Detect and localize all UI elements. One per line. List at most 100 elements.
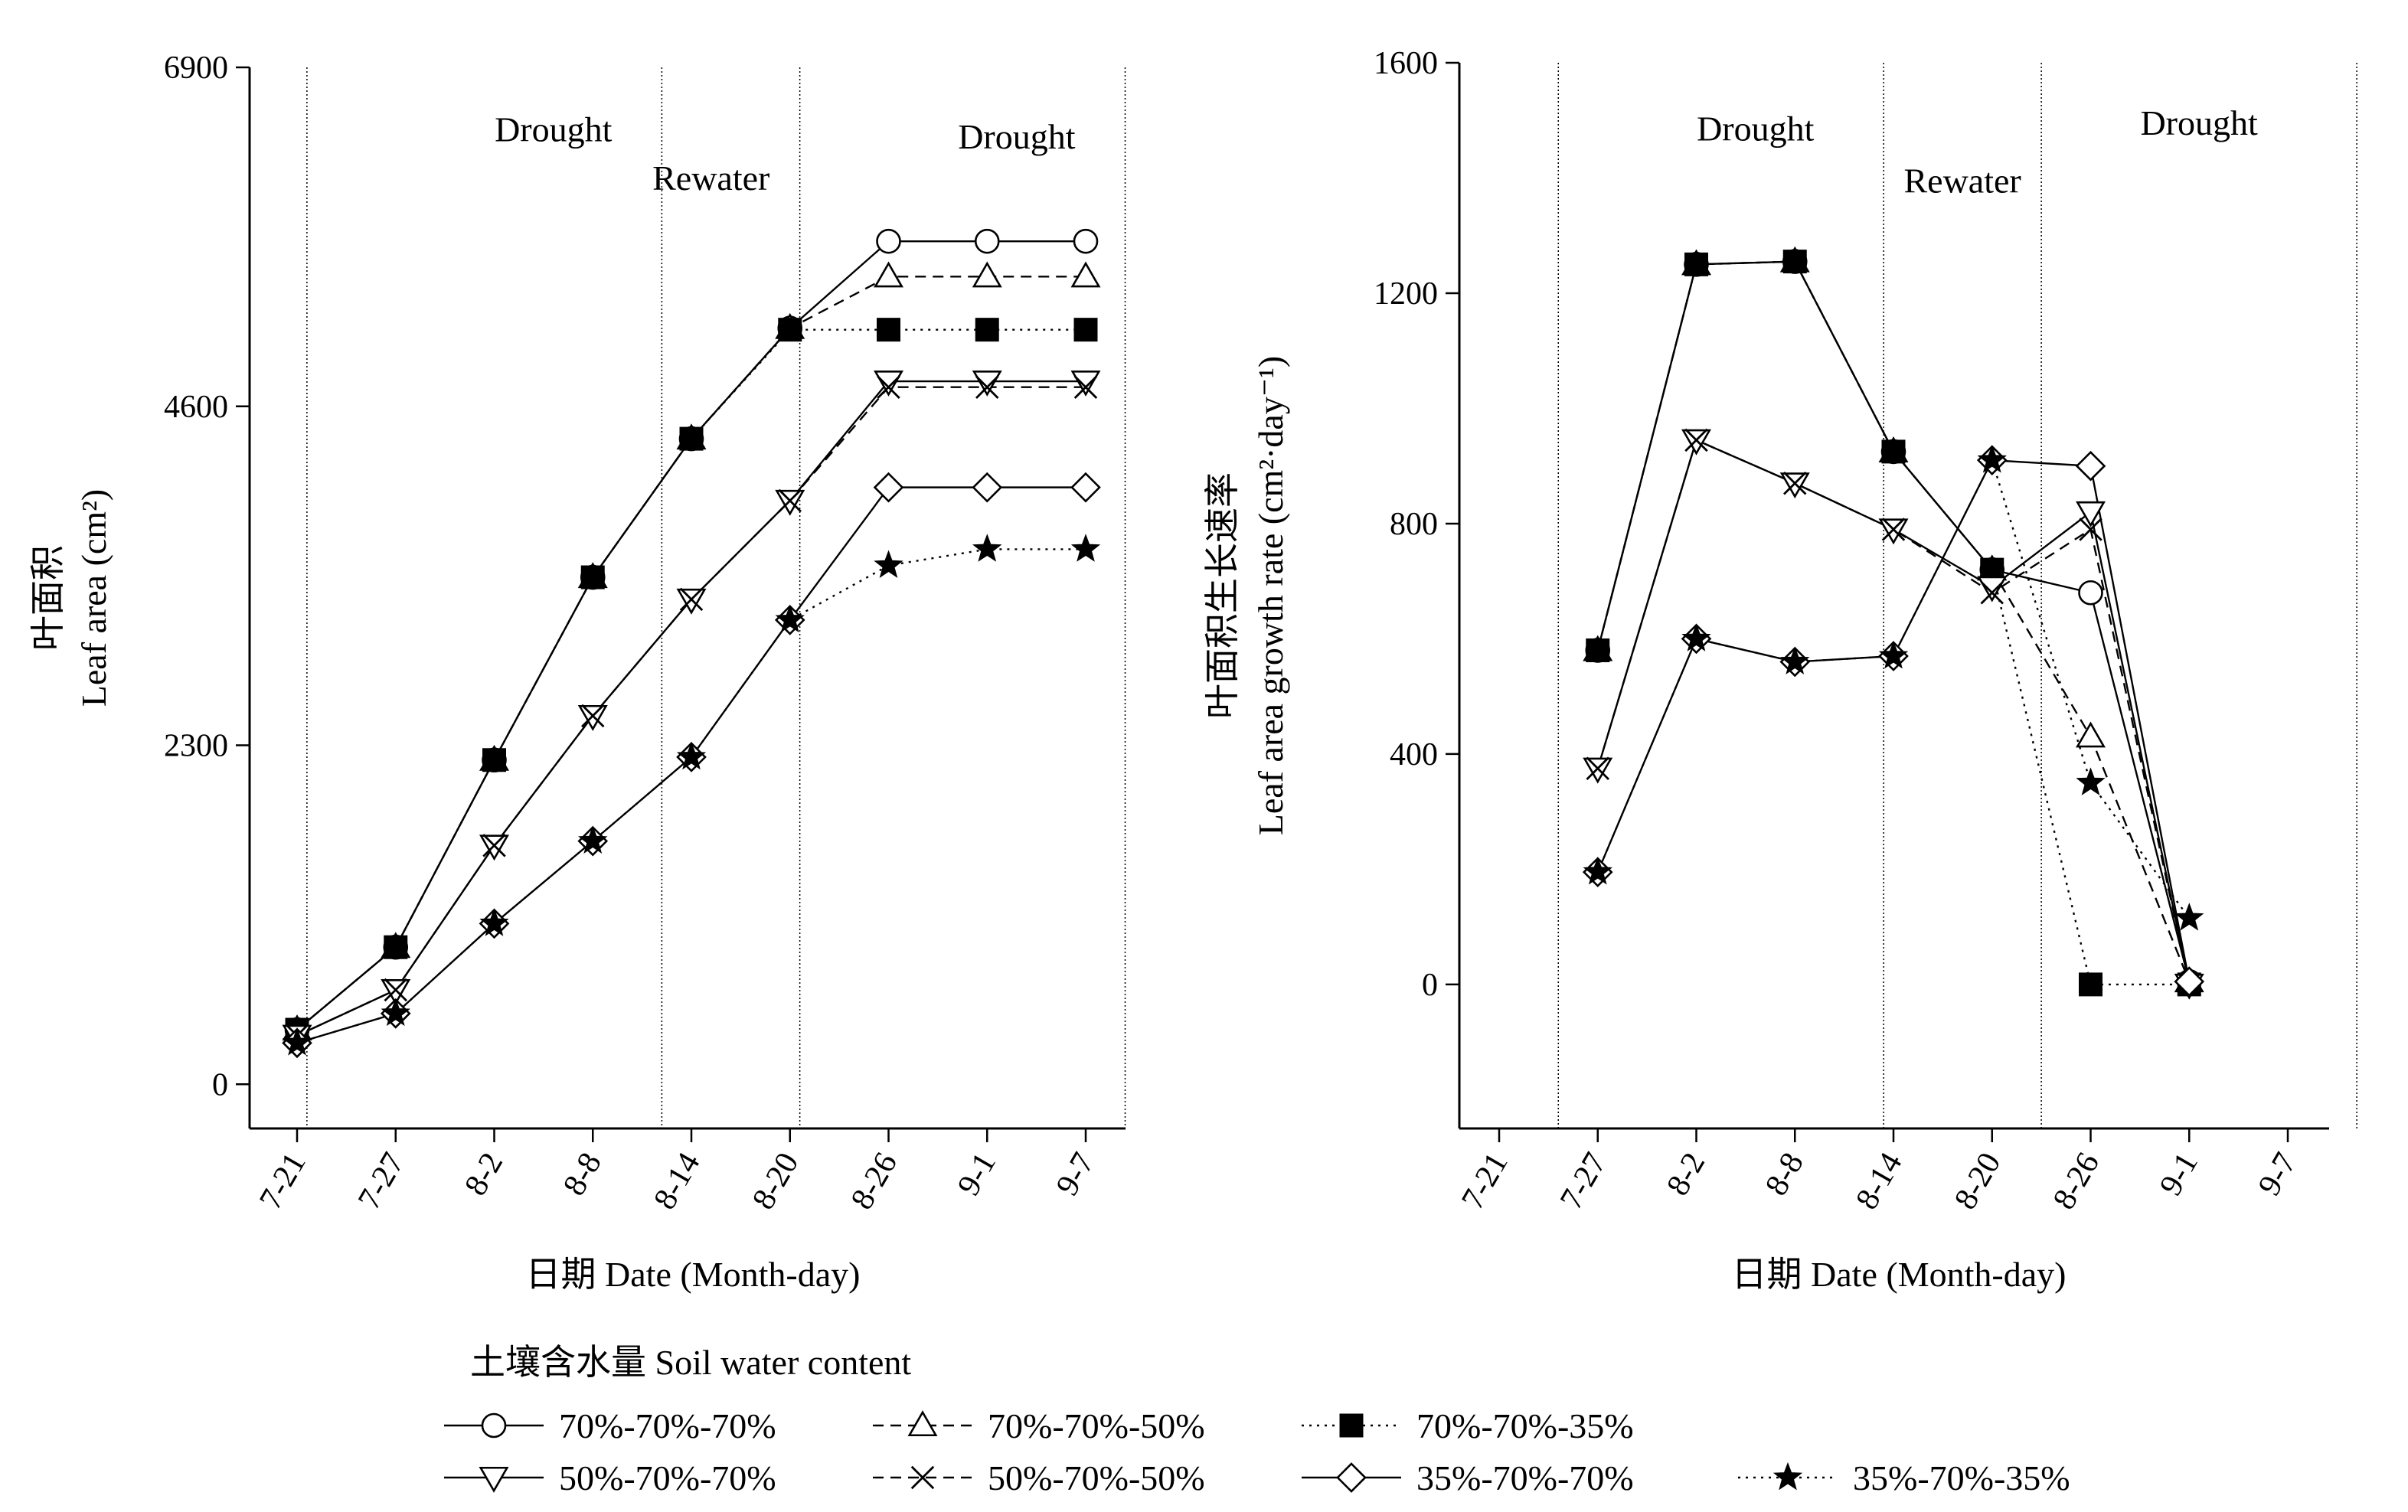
- data-point: [2076, 721, 2106, 748]
- x-tick-label: 8-14: [1849, 1147, 1909, 1216]
- legend-marker: [910, 1465, 935, 1490]
- x-tick-label: 8-20: [1948, 1147, 2008, 1216]
- series-line-1: [1596, 260, 2191, 982]
- x-tick-label: 8-8: [557, 1147, 609, 1201]
- data-point: [482, 748, 506, 772]
- phase-label: Rewater: [1903, 161, 2021, 200]
- legend-label: 70%-70%-70%: [559, 1406, 776, 1445]
- legend-marker: [1773, 1461, 1803, 1491]
- x-tick-label: 8-2: [1660, 1147, 1712, 1201]
- data-point: [1070, 472, 1101, 503]
- data-point: [1779, 472, 1810, 499]
- y-tick-label: 0: [1422, 968, 1438, 1003]
- data-point: [778, 318, 802, 342]
- y-tick-label: 400: [1390, 737, 1438, 772]
- legend-label: 35%-70%-35%: [1853, 1458, 2070, 1497]
- data-point: [877, 375, 900, 399]
- data-point: [384, 935, 408, 959]
- data-point: [972, 261, 1002, 288]
- x-tick-label: 8-26: [845, 1147, 904, 1216]
- data-point: [2075, 450, 2106, 482]
- x-tick-label: 9-1: [951, 1147, 1003, 1201]
- data-point: [578, 825, 608, 854]
- legend-label: 50%-70%-50%: [988, 1458, 1205, 1497]
- phase-label: Rewater: [652, 158, 769, 198]
- leaf-area-panel: 0 2300 4600 6900 7-21 7-27 8-2 8-8 8-14 8-20 8-26 9…: [28, 51, 1126, 1294]
- data-point: [1977, 576, 2008, 603]
- series-line-2: [296, 328, 1086, 1030]
- data-point: [2174, 903, 2204, 931]
- data-point: [1073, 318, 1098, 342]
- x-tick-label: 8-26: [2047, 1147, 2106, 1216]
- data-point: [1780, 646, 1810, 674]
- data-point: [873, 472, 904, 503]
- series-line-6: [296, 548, 1086, 1044]
- data-point: [874, 261, 903, 288]
- data-point: [775, 604, 805, 633]
- series-line-4: [296, 386, 1086, 1037]
- series-line-1: [296, 276, 1086, 1030]
- legend-label: 70%-70%-35%: [1416, 1406, 1634, 1445]
- x-tick-label: 8-14: [647, 1147, 707, 1216]
- x-tick-label: 8-8: [1759, 1147, 1811, 1201]
- data-point: [1070, 370, 1101, 397]
- y-axis-label: Leaf area (cm²): [74, 489, 113, 707]
- x-tick-label: 7-27: [351, 1147, 411, 1216]
- data-point: [381, 998, 410, 1027]
- legend-marker: [481, 1412, 507, 1439]
- y-tick-label: 800: [1390, 507, 1438, 542]
- data-point: [2076, 501, 2106, 527]
- data-point: [581, 704, 605, 728]
- legend-marker: [479, 1466, 509, 1493]
- legend-title: 土壤含水量 Soil water content: [470, 1343, 911, 1382]
- y-axis-label-cn: 叶面积生长速率: [1203, 472, 1242, 719]
- data-point: [479, 908, 509, 936]
- x-tick-label: 9-1: [2153, 1147, 2205, 1201]
- data-point: [1684, 252, 1708, 276]
- data-point: [972, 370, 1002, 397]
- data-point: [676, 741, 707, 770]
- y-tick-label: 6900: [164, 51, 228, 86]
- series-lines: [1596, 260, 2191, 986]
- x-tick-label: 7-21: [1455, 1147, 1514, 1216]
- legend-label: 35%-70%-70%: [1416, 1458, 1634, 1497]
- phase-label: Drought: [1697, 109, 1815, 149]
- data-point: [1878, 518, 1909, 545]
- phase-label: Drought: [958, 117, 1076, 156]
- y-axis-label: Leaf area growth rate (cm²·day⁻¹): [1251, 356, 1290, 836]
- data-point: [2076, 767, 2106, 795]
- data-point: [1881, 518, 1906, 541]
- data-point: [676, 588, 707, 615]
- legend-label: 50%-70%-70%: [559, 1458, 776, 1497]
- y-tick-label: 1600: [1374, 46, 1438, 81]
- data-point: [1684, 428, 1708, 452]
- legend: 土壤含水量 Soil water content 70%-70%-70% 70%-7…: [444, 1343, 2070, 1497]
- y-tick-label: 2300: [164, 729, 228, 764]
- phase-label: Drought: [2140, 103, 2258, 142]
- data-point: [384, 978, 407, 1002]
- x-tick-label: 9-7: [2252, 1147, 2304, 1201]
- data-point: [1073, 228, 1099, 254]
- series-markers: [282, 228, 1101, 1059]
- data-point: [482, 834, 506, 857]
- legend-label: 70%-70%-50%: [988, 1406, 1205, 1445]
- data-point: [1878, 640, 1909, 669]
- series-line-3: [296, 380, 1086, 1037]
- data-point: [1681, 623, 1711, 651]
- data-point: [1070, 261, 1101, 288]
- series-line-0: [1596, 260, 2191, 982]
- data-point: [876, 228, 901, 254]
- series-lines: [296, 240, 1086, 1044]
- series-line-2: [1596, 260, 2190, 986]
- data-point: [679, 426, 704, 451]
- y-tick-label: 1200: [1374, 276, 1438, 312]
- x-tick-label: 7-27: [1554, 1147, 1613, 1216]
- x-tick-label: 8-20: [746, 1147, 805, 1216]
- data-point: [2079, 518, 2103, 541]
- data-point: [975, 375, 999, 399]
- x-axis-label: 日期 Date (Month-day): [526, 1255, 861, 1294]
- data-point: [479, 834, 509, 861]
- data-point: [972, 534, 1002, 562]
- data-point: [972, 472, 1003, 503]
